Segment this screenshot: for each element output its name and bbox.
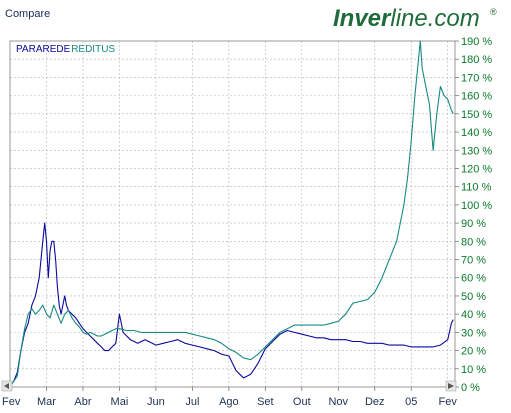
series-line-reditus — [9, 40, 454, 388]
brand-logo-rest: line.com — [390, 5, 479, 32]
scrollbar[interactable] — [1, 380, 457, 392]
y-tick-label: 50 % — [461, 291, 486, 303]
x-tick-label: Nov — [328, 396, 348, 408]
x-tick-label: Mai — [111, 396, 129, 408]
y-tick-label: 160 % — [461, 91, 492, 103]
y-tick-label: 40 % — [461, 309, 486, 321]
y-tick-label: 130 % — [461, 145, 492, 157]
y-tick-label: 140 % — [461, 127, 492, 139]
x-tick-label: Fev — [2, 396, 21, 408]
series-line-pararede — [9, 222, 454, 388]
x-tick-label: 05 — [405, 396, 417, 408]
y-tick-label: 0 % — [461, 382, 480, 394]
legend-item-pararede: PARAREDE — [16, 44, 71, 55]
x-axis: Fev Mar Abr Mai Jun Jul Ago Set Out Nov Dez 05 Fev — [2, 387, 457, 408]
y-tick-label: 150 % — [461, 109, 492, 121]
x-tick-label: Set — [257, 396, 274, 408]
y-tick-label: 180 % — [461, 54, 492, 66]
x-tick-label: Jun — [147, 396, 165, 408]
y-tick-label: 70 % — [461, 255, 486, 267]
y-tick-label: 90 % — [461, 218, 486, 230]
y-tick-label: 100 % — [461, 200, 492, 212]
legend: PARAREDE REDITUS — [16, 44, 115, 55]
y-axis: 0 % 10 % 20 % 30 % 40 % 50 % 60 % 70 % 80 % 90 % 1… — [455, 36, 492, 394]
y-tick-label: 80 % — [461, 236, 486, 248]
compare-label: Compare — [5, 8, 50, 20]
grid — [9, 40, 455, 388]
x-tick-label: Dez — [365, 396, 385, 408]
y-tick-label: 20 % — [461, 346, 486, 358]
x-tick-label: Jul — [185, 396, 199, 408]
x-tick-label: Abr — [74, 396, 91, 408]
series-lines — [9, 40, 454, 388]
x-tick-label: Out — [293, 396, 311, 408]
chevron-left-icon — [4, 383, 9, 389]
brand-logo: Inverline.com — [333, 5, 480, 32]
plot-frame — [9, 40, 456, 388]
y-tick-label: 60 % — [461, 273, 486, 285]
brand-logo-bold: Inver — [333, 5, 392, 32]
y-tick-label: 190 % — [461, 36, 492, 48]
y-tick-label: 30 % — [461, 327, 486, 339]
x-tick-label: Ago — [219, 396, 239, 408]
y-tick-label: 110 % — [461, 182, 492, 194]
y-tick-label: 170 % — [461, 72, 492, 84]
brand-registered-mark: ® — [490, 7, 497, 17]
chevron-right-icon — [448, 383, 454, 389]
y-tick-label: 10 % — [461, 364, 486, 376]
y-tick-label: 120 % — [461, 163, 492, 175]
x-tick-label: Mar — [37, 396, 56, 408]
legend-item-reditus: REDITUS — [71, 44, 115, 55]
x-tick-label: Fev — [439, 396, 458, 408]
